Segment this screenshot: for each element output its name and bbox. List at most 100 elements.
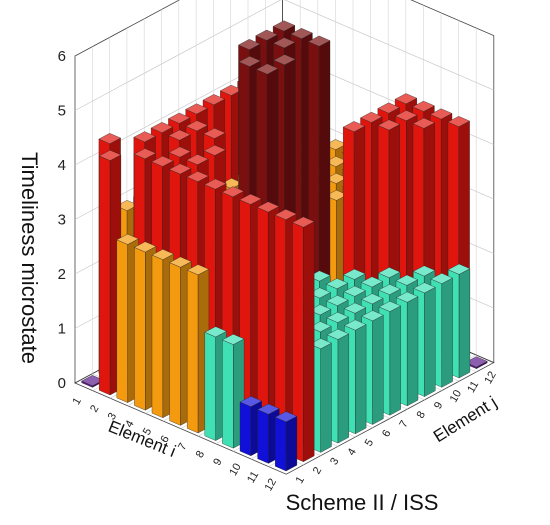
bar-face-top (290, 28, 313, 39)
x-tick-label: 8 (194, 449, 207, 460)
bar-face-top (116, 233, 139, 245)
y-tick-label: 7 (397, 419, 410, 430)
bar-face-side (372, 314, 384, 425)
bar-face-top (429, 108, 453, 120)
bar-face-top (308, 304, 332, 316)
x-tick-label: 5 (141, 426, 154, 437)
bar-face-top (256, 201, 280, 213)
z-tick-label: 6 (58, 48, 66, 65)
bar-face-top (133, 241, 157, 253)
bar-face-top (238, 39, 261, 50)
bar-face-top (360, 293, 384, 305)
bar-face-side (303, 221, 315, 462)
bar-face-top (394, 110, 418, 121)
bar-face-front (239, 401, 252, 457)
bar-face-top (169, 256, 192, 268)
bar-face-top (395, 291, 419, 303)
z-axis-label: Timeliness microstate (17, 152, 42, 364)
bar-face-top (430, 273, 454, 284)
z-tick-label: 3 (58, 212, 66, 229)
bar-face-side (458, 268, 471, 379)
bar-face-top (343, 319, 367, 331)
bar-face-top (239, 396, 263, 407)
bar-face-top (360, 276, 384, 288)
bar-face-top (202, 94, 226, 105)
bar-face-front (204, 332, 216, 441)
bar-face-top (395, 274, 419, 286)
z-tick-label: 0 (58, 375, 66, 392)
y-tick-label: 9 (432, 400, 445, 411)
x-tick-label: 7 (176, 441, 189, 452)
chart-caption: Scheme II / ISS (286, 490, 439, 515)
bar-face-top (255, 63, 279, 75)
y-tick-label: 12 (482, 369, 499, 386)
y-tick-label: 3 (328, 456, 341, 467)
bar-face-top (342, 121, 366, 132)
bar-face-front (275, 416, 287, 472)
bar-12-1 (274, 411, 298, 472)
y-tick-label: 11 (465, 379, 481, 395)
y-tick-label: 8 (415, 409, 428, 420)
bar-face-top (167, 112, 191, 124)
bar-face-top (255, 29, 278, 41)
bar-face-top (168, 129, 191, 141)
bar-face-top (186, 264, 210, 276)
bar-face-top (186, 171, 210, 182)
x-tick-label: 10 (227, 461, 244, 478)
y-tick-label: 2 (311, 465, 324, 476)
bar-face-top (413, 282, 436, 294)
bar-face-front (134, 247, 146, 411)
bar-face-top (394, 93, 418, 105)
y-tick-label: 5 (363, 437, 376, 448)
bar-face-top (203, 144, 227, 156)
bar-face-top (377, 102, 400, 114)
bar-face-top (378, 284, 401, 295)
bar-face-top (412, 117, 436, 129)
bars-group (81, 20, 488, 472)
bar-face-front (222, 339, 234, 449)
x-tick-label: 4 (123, 418, 136, 429)
bar-face-front (169, 262, 181, 426)
x-tick-label: 12 (263, 477, 280, 494)
bar-face-front (187, 269, 199, 434)
bar-face-top (168, 146, 192, 158)
bar-face-top (133, 131, 156, 143)
bar-face-side (424, 287, 436, 397)
bar-face-top (168, 163, 192, 175)
bar-face-top (185, 120, 209, 132)
bar-face-top (239, 193, 262, 205)
bar-face-top (133, 148, 157, 160)
bar-face-top (343, 302, 367, 314)
x-tick-label: 2 (88, 403, 101, 414)
bar-face-top (326, 312, 349, 323)
bar-face-top (272, 20, 296, 32)
bar-face-top (203, 128, 226, 139)
bar-face-front (151, 254, 164, 419)
bar-face-side (355, 324, 367, 435)
x-tick-label: 11 (245, 469, 261, 485)
bar-face-top (377, 267, 401, 278)
bar-face-top (221, 186, 245, 198)
bar-face-top (204, 178, 227, 190)
bar-face-top (274, 411, 298, 423)
bar-face-top (98, 133, 122, 144)
bar-face-top (204, 326, 227, 338)
y-axis-label: Element j (430, 393, 500, 447)
bar-face-side (441, 277, 453, 388)
x-tick-label: 9 (211, 456, 224, 467)
bar-face-top (326, 295, 349, 306)
x-tick-label: 3 (106, 411, 119, 422)
bar-face-top (447, 263, 471, 275)
x-tick-label: 1 (70, 396, 83, 407)
z-tick-label: 4 (58, 157, 66, 174)
bar-face-top (309, 338, 332, 349)
bar-face-front (116, 239, 128, 403)
bar-face-top (151, 155, 174, 167)
bar-face-side (285, 415, 298, 472)
bar-face-top (151, 249, 175, 260)
bar-face-side (320, 342, 332, 453)
bar-face-front (99, 155, 111, 396)
bar-face-top (238, 56, 261, 67)
